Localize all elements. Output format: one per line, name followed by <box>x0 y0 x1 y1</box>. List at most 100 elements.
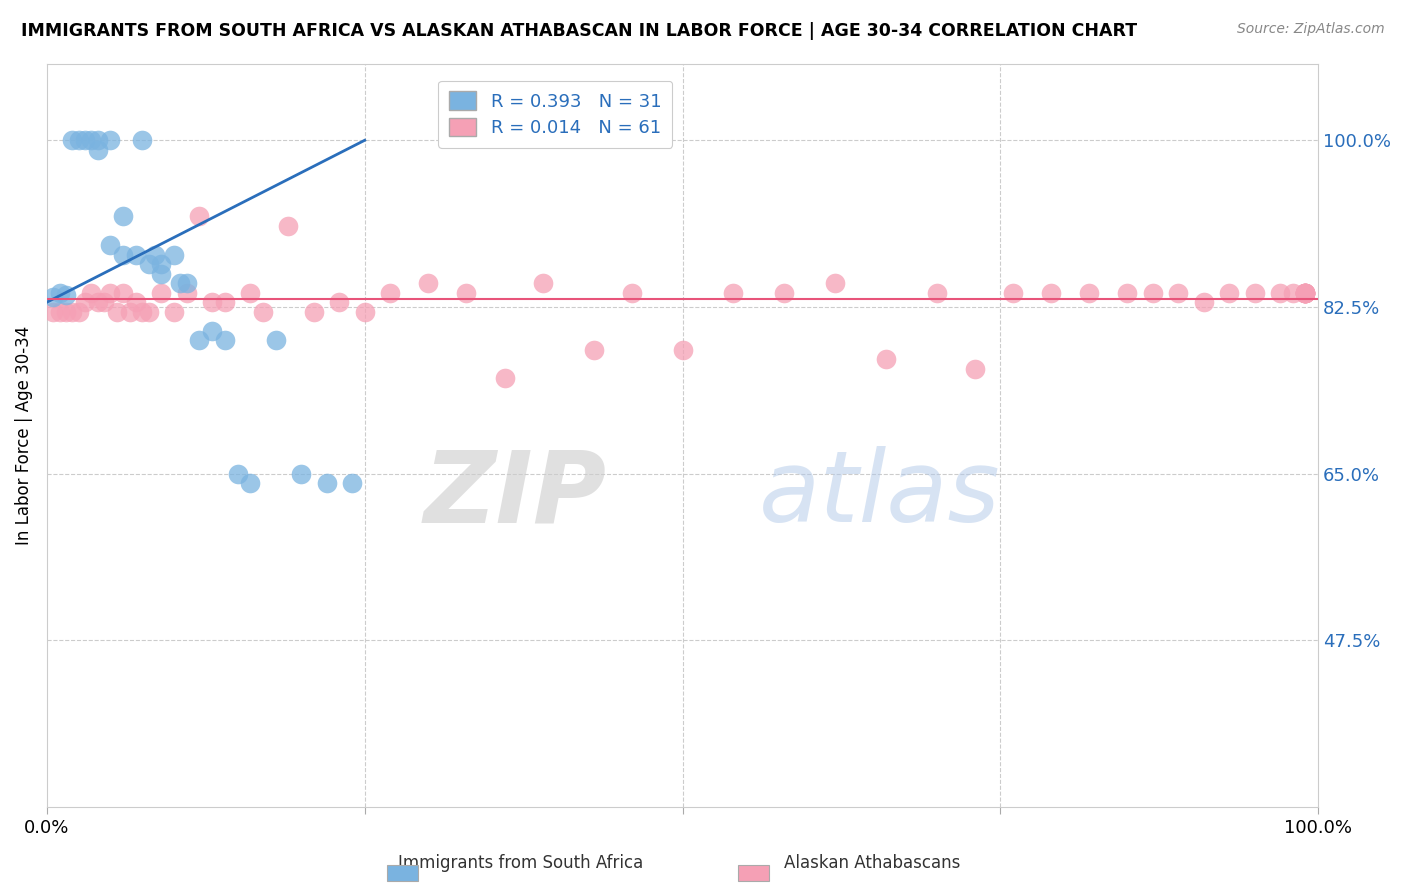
Point <box>531 276 554 290</box>
Point <box>378 285 401 300</box>
Point <box>67 304 90 318</box>
Point <box>188 210 211 224</box>
Legend: R = 0.393   N = 31, R = 0.014   N = 61: R = 0.393 N = 31, R = 0.014 N = 61 <box>439 80 672 148</box>
Point <box>1294 285 1316 300</box>
Point <box>138 257 160 271</box>
Point <box>1192 295 1215 310</box>
Point <box>353 304 375 318</box>
Point <box>328 295 350 310</box>
Point <box>1218 285 1240 300</box>
Point <box>252 304 274 318</box>
Point <box>125 247 148 261</box>
Point <box>67 133 90 147</box>
Text: Immigrants from South Africa: Immigrants from South Africa <box>398 855 643 872</box>
Point <box>1294 285 1316 300</box>
Point <box>214 334 236 348</box>
Point <box>340 476 363 491</box>
Point <box>176 285 198 300</box>
Text: Source: ZipAtlas.com: Source: ZipAtlas.com <box>1237 22 1385 37</box>
Point <box>723 285 745 300</box>
Point <box>48 285 70 300</box>
Point <box>925 285 948 300</box>
Point <box>277 219 299 233</box>
Point <box>60 304 83 318</box>
Point <box>1294 285 1316 300</box>
Point <box>302 304 325 318</box>
Point <box>118 304 141 318</box>
Point <box>315 476 337 491</box>
Point <box>150 257 173 271</box>
Point <box>1167 285 1189 300</box>
Point <box>773 285 796 300</box>
Point <box>163 247 186 261</box>
Point <box>100 238 122 252</box>
Point <box>1294 285 1316 300</box>
Point <box>239 285 262 300</box>
Point <box>1281 285 1303 300</box>
Point <box>100 285 122 300</box>
Text: atlas: atlas <box>759 447 1001 543</box>
Text: IMMIGRANTS FROM SOUTH AFRICA VS ALASKAN ATHABASCAN IN LABOR FORCE | AGE 30-34 CO: IMMIGRANTS FROM SOUTH AFRICA VS ALASKAN … <box>21 22 1137 40</box>
Point <box>1294 285 1316 300</box>
Point <box>48 304 70 318</box>
Point <box>1142 285 1164 300</box>
Point <box>112 247 135 261</box>
Point <box>1243 285 1265 300</box>
Point <box>239 476 262 491</box>
Point <box>73 133 96 147</box>
Point <box>582 343 605 357</box>
Text: Alaskan Athabascans: Alaskan Athabascans <box>783 855 960 872</box>
Point <box>1294 285 1316 300</box>
Point <box>125 295 148 310</box>
Point <box>138 304 160 318</box>
Point <box>226 467 249 481</box>
Point <box>494 371 516 385</box>
Point <box>150 267 173 281</box>
Point <box>60 133 83 147</box>
Point <box>188 334 211 348</box>
Point <box>671 343 693 357</box>
Point <box>55 287 77 301</box>
Point <box>1040 285 1063 300</box>
Point <box>620 285 643 300</box>
Point <box>87 295 110 310</box>
Point <box>201 295 224 310</box>
Point <box>824 276 846 290</box>
Point <box>80 133 103 147</box>
Point <box>42 304 65 318</box>
Point <box>1294 285 1316 300</box>
Point <box>131 304 153 318</box>
Point <box>1268 285 1291 300</box>
Point <box>80 285 103 300</box>
Point <box>105 304 128 318</box>
Point <box>1002 285 1025 300</box>
Point <box>100 133 122 147</box>
Point <box>55 304 77 318</box>
Point <box>150 285 173 300</box>
Point <box>214 295 236 310</box>
Point <box>169 276 191 290</box>
Point <box>963 362 986 376</box>
Point <box>93 295 115 310</box>
Point <box>1116 285 1139 300</box>
Y-axis label: In Labor Force | Age 30-34: In Labor Force | Age 30-34 <box>15 326 32 545</box>
Point <box>163 304 186 318</box>
Point <box>42 290 65 304</box>
Point <box>87 143 110 157</box>
Point <box>176 276 198 290</box>
Point <box>456 285 478 300</box>
Text: ZIP: ZIP <box>423 447 606 543</box>
Point <box>131 133 153 147</box>
Point <box>73 295 96 310</box>
Point <box>290 467 312 481</box>
Point <box>112 285 135 300</box>
Point <box>264 334 287 348</box>
Point <box>201 324 224 338</box>
Point <box>875 352 897 367</box>
Point <box>87 133 110 147</box>
Point <box>1078 285 1101 300</box>
Point <box>143 247 166 261</box>
Point <box>1294 285 1316 300</box>
Point <box>112 210 135 224</box>
Point <box>418 276 440 290</box>
